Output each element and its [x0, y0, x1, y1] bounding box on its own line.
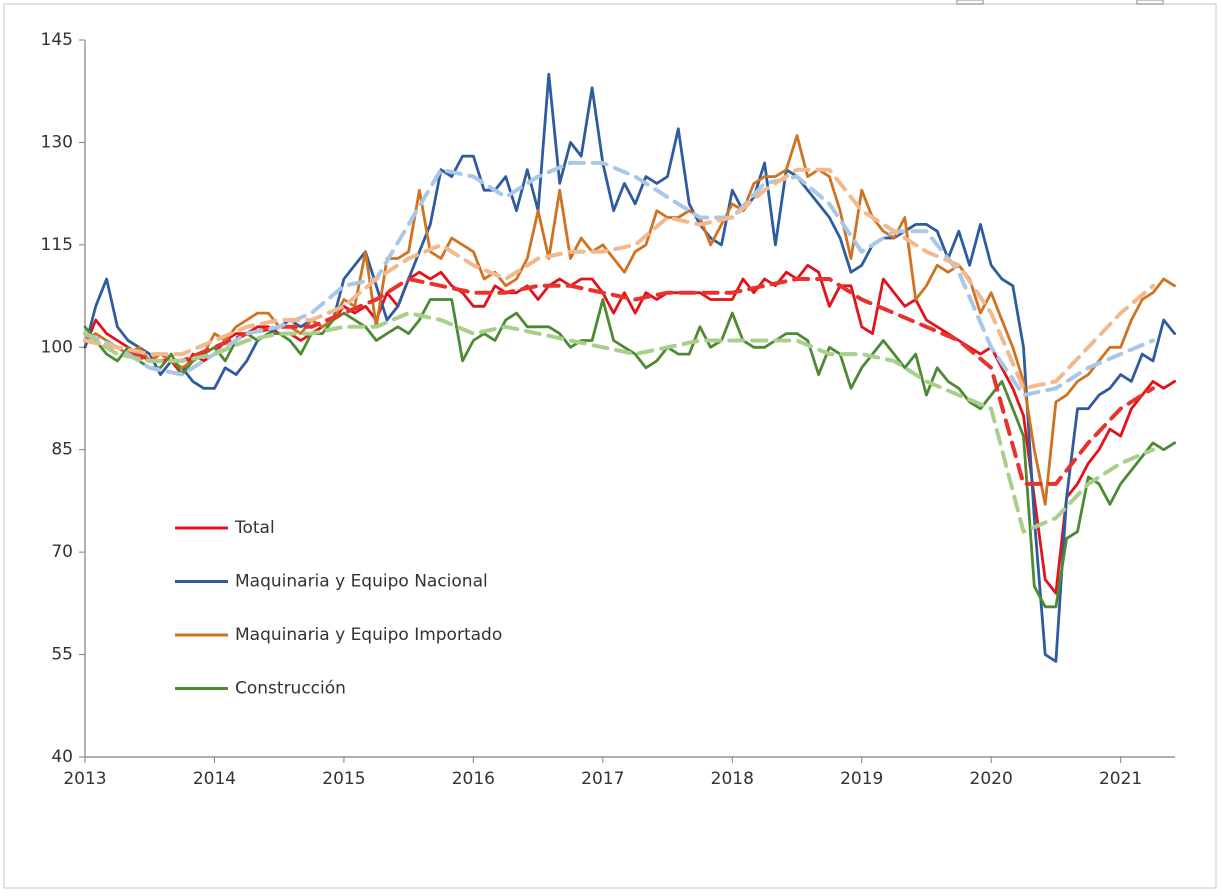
series-line: [83, 134, 1176, 506]
legend-label: Maquinaria y Equipo Importado: [235, 625, 502, 645]
x-tick-label: 2013: [63, 769, 106, 789]
window-icon: [956, 0, 984, 5]
y-tick-label: 145: [41, 30, 73, 50]
y-tick-label: 85: [51, 440, 73, 460]
x-tick-label: 2017: [581, 769, 624, 789]
legend-label: Construcción: [235, 679, 346, 699]
x-tick-label: 2020: [970, 769, 1013, 789]
legend-label: Maquinaria y Equipo Nacional: [235, 572, 488, 592]
legend-label: Total: [234, 518, 275, 538]
y-tick-label: 40: [51, 747, 73, 767]
trend-line: [83, 311, 1155, 534]
y-tick-label: 115: [41, 235, 73, 255]
x-tick-label: 2016: [452, 769, 495, 789]
y-tick-label: 55: [51, 645, 73, 665]
trend-line: [83, 167, 1155, 391]
y-tick-label: 130: [41, 132, 73, 152]
x-tick-label: 2019: [840, 769, 883, 789]
y-tick-label: 70: [51, 542, 73, 562]
x-tick-label: 2018: [711, 769, 754, 789]
x-tick-label: 2015: [322, 769, 365, 789]
y-tick-label: 100: [41, 337, 73, 357]
window-icon: [1136, 0, 1164, 5]
trend-line: [83, 160, 1155, 398]
x-tick-label: 2014: [193, 769, 236, 789]
x-tick-label: 2021: [1099, 769, 1142, 789]
